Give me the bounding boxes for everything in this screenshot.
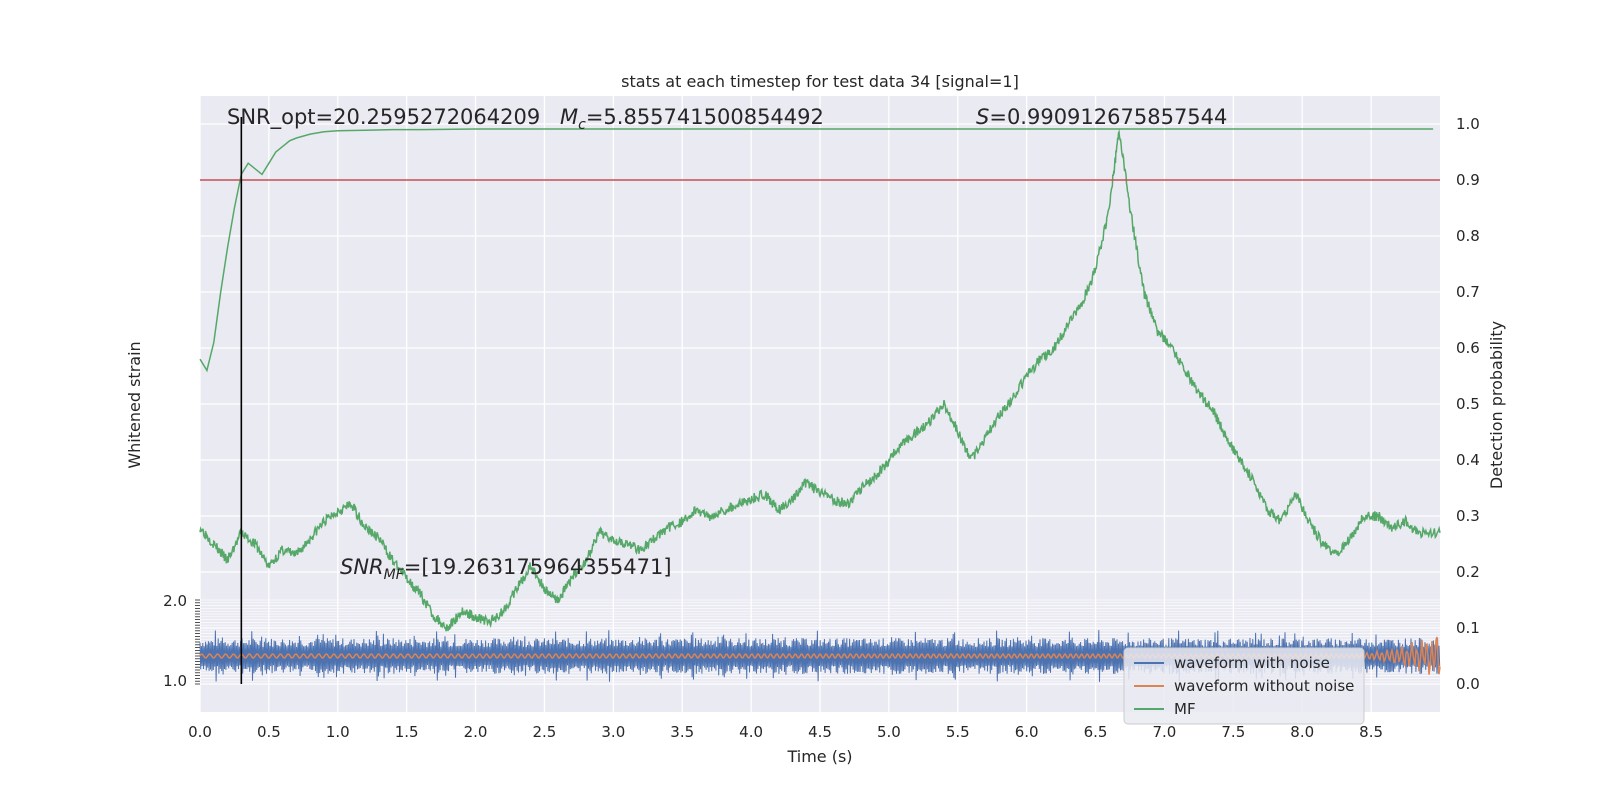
mc-value: =5.855741500854492 [586, 105, 824, 129]
annotation-s: S=0.990912675857544 [976, 105, 1227, 129]
x-tick-label: 3.0 [601, 723, 625, 741]
x-tick-label: 7.0 [1153, 723, 1177, 741]
y-tick-label-right: 0.3 [1456, 507, 1480, 525]
y-tick-label-left-bottom: 1.0 [163, 672, 187, 690]
y-axis-label-right: Detection probability [1487, 321, 1506, 489]
x-tick-label: 6.0 [1015, 723, 1039, 741]
y-tick-label-right: 0.1 [1456, 619, 1480, 637]
legend-label-clean: waveform without noise [1174, 677, 1354, 695]
x-tick-label: 6.5 [1084, 723, 1108, 741]
legend: waveform with noise waveform without noi… [1123, 647, 1365, 725]
y-tick-label-right: 0.4 [1456, 451, 1480, 469]
x-tick-label: 8.0 [1290, 723, 1314, 741]
ticks: 0.0 0.5 1.0 1.5 2.0 2.5 3.0 3.5 4.0 4.5 5.0 5.5 6.0 6… [163, 115, 1480, 741]
y-axis-label-left: Whitened strain [125, 341, 144, 468]
snr-mf-symbol: SNR [340, 555, 384, 579]
x-tick-label: 4.5 [808, 723, 832, 741]
x-tick-label: 8.5 [1359, 723, 1383, 741]
mc-subscript: c [578, 117, 586, 133]
series-lines [199, 117, 1441, 684]
x-tick-label: 2.5 [533, 723, 557, 741]
x-tick-label: 0.0 [188, 723, 212, 741]
annotation-snr-opt: SNR_opt=20.2595272064209 [227, 105, 540, 130]
y-tick-label-right: 0.9 [1456, 171, 1480, 189]
series-waveform-with-noise [199, 630, 1441, 682]
x-tick-label: 7.5 [1221, 723, 1245, 741]
series-mf-statistic [199, 129, 1441, 632]
annotation-snr-mf: SNRMF=[19.263175964355471] [340, 555, 672, 583]
x-tick-label: 5.0 [877, 723, 901, 741]
x-tick-label: 3.5 [670, 723, 694, 741]
x-tick-label: 2.0 [464, 723, 488, 741]
snr-mf-value: =[19.263175964355471] [404, 555, 672, 579]
series-mf-probability [199, 128, 1434, 373]
y-tick-label-right: 1.0 [1456, 115, 1480, 133]
snr-mf-subscript: MF [384, 567, 405, 583]
mc-symbol: M [560, 105, 578, 129]
y-tick-label-right: 0.6 [1456, 339, 1480, 357]
x-tick-label: 5.5 [946, 723, 970, 741]
x-tick-label: 4.0 [739, 723, 763, 741]
y-tick-label-right: 0.7 [1456, 283, 1480, 301]
chart-title: stats at each timestep for test data 34 … [621, 72, 1019, 91]
legend-box [1123, 647, 1365, 725]
legend-label-noise: waveform with noise [1174, 654, 1330, 672]
annotation-chirp-mass: Mc=5.855741500854492 [560, 105, 824, 133]
x-tick-label: 0.5 [257, 723, 281, 741]
x-tick-label: 1.5 [395, 723, 419, 741]
legend-label-mf: MF [1174, 700, 1196, 718]
x-axis-label: Time (s) [786, 747, 852, 766]
y-tick-label-left-top: 2.0 [163, 592, 187, 610]
y-tick-label-right: 0.0 [1456, 675, 1480, 693]
y-tick-label-right: 0.5 [1456, 395, 1480, 413]
s-symbol: S [976, 105, 989, 129]
x-tick-label: 1.0 [326, 723, 350, 741]
s-value: =0.990912675857544 [989, 105, 1227, 129]
y-tick-label-right: 0.2 [1456, 563, 1480, 581]
y-tick-label-right: 0.8 [1456, 227, 1480, 245]
